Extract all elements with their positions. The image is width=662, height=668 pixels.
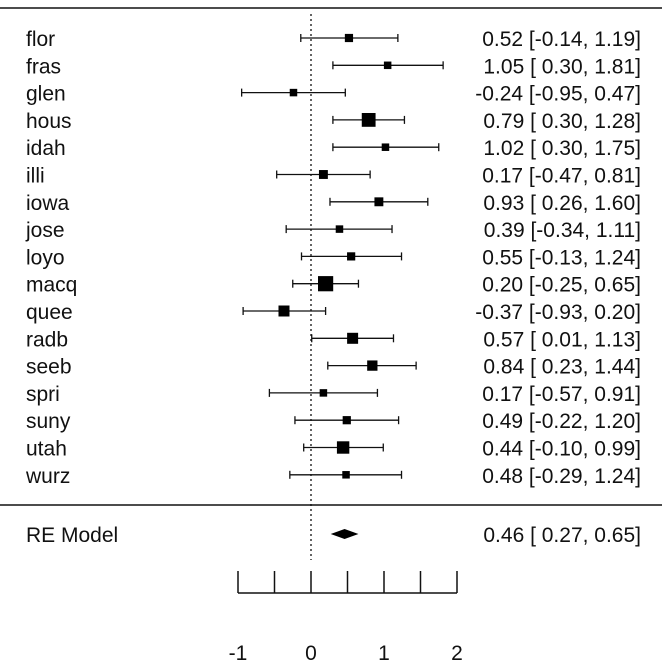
- study-row: quee -0.37 [-0.93, 0.20]: [26, 301, 641, 324]
- study-label: illi: [26, 165, 45, 188]
- point-estimate: [336, 441, 350, 454]
- study-row: suny 0.49 [-0.22, 1.20]: [26, 410, 641, 433]
- study-label: iowa: [26, 192, 70, 215]
- estimate-ci-text: 0.57 [ 0.01, 1.13]: [483, 328, 641, 351]
- study-row: illi 0.17 [-0.47, 0.81]: [26, 165, 641, 188]
- estimate-ci-text: -0.37 [-0.93, 0.20]: [475, 301, 641, 324]
- study-row: idah 1.02 [ 0.30, 1.75]: [26, 137, 641, 160]
- estimate-ci-text: 0.39 [-0.34, 1.11]: [484, 219, 641, 242]
- study-row: seeb 0.84 [ 0.23, 1.44]: [26, 356, 641, 379]
- estimate-ci-text: 0.79 [ 0.30, 1.28]: [483, 110, 641, 133]
- study-row: fras 1.05 [ 0.30, 1.81]: [26, 55, 641, 78]
- estimate-ci-text: 0.84 [ 0.23, 1.44]: [483, 356, 641, 379]
- estimate-ci-text: 0.44 [-0.10, 0.99]: [482, 438, 641, 461]
- study-row: macq 0.20 [-0.25, 0.65]: [26, 274, 641, 297]
- estimate-ci-text: 1.05 [ 0.30, 1.81]: [483, 55, 641, 78]
- study-label: fras: [26, 55, 61, 78]
- point-estimate: [319, 389, 328, 397]
- x-axis: -1 0 1 2: [229, 571, 463, 665]
- study-row: wurz 0.48 [-0.29, 1.24]: [25, 465, 641, 488]
- point-estimate: [278, 305, 290, 317]
- point-estimate: [383, 61, 392, 70]
- x-tick-label: 0: [305, 642, 317, 665]
- point-estimate: [347, 252, 356, 261]
- point-estimate: [381, 143, 390, 151]
- study-row: spri 0.17 [-0.57, 0.91]: [26, 383, 641, 406]
- estimate-ci-text: 0.17 [-0.57, 0.91]: [482, 383, 641, 406]
- summary-diamond: [330, 529, 359, 539]
- point-estimate: [318, 170, 328, 179]
- study-label: idah: [26, 137, 66, 160]
- study-label: glen: [26, 83, 66, 106]
- study-label: wurz: [25, 465, 70, 488]
- x-tick-label: -1: [229, 642, 248, 665]
- point-estimate: [318, 276, 334, 292]
- study-label: spri: [26, 383, 60, 406]
- point-estimate: [374, 197, 384, 207]
- study-label: macq: [26, 274, 77, 297]
- point-estimate: [335, 225, 344, 233]
- estimate-ci-text: 0.48 [-0.29, 1.24]: [482, 465, 641, 488]
- study-row: iowa 0.93 [ 0.26, 1.60]: [26, 192, 641, 215]
- point-estimate: [361, 113, 376, 127]
- estimate-ci-text: -0.24 [-0.95, 0.47]: [475, 83, 641, 106]
- estimate-ci-text: 0.20 [-0.25, 0.65]: [482, 274, 641, 297]
- study-row: jose 0.39 [-0.34, 1.11]: [25, 219, 641, 242]
- study-row: radb 0.57 [ 0.01, 1.13]: [26, 328, 641, 351]
- study-row: loyo 0.55 [-0.13, 1.24]: [26, 246, 641, 269]
- point-estimate: [342, 416, 351, 425]
- study-rows: flor 0.52 [-0.14, 1.19] fras 1.05 [ 0.30, 1…: [25, 28, 641, 488]
- estimate-ci-text: 0.93 [ 0.26, 1.60]: [483, 192, 641, 215]
- study-label: utah: [26, 438, 67, 461]
- summary-estimate-text: 0.46 [ 0.27, 0.65]: [483, 524, 641, 547]
- study-label: radb: [26, 328, 68, 351]
- estimate-ci-text: 0.17 [-0.47, 0.81]: [482, 165, 641, 188]
- estimate-ci-text: 1.02 [ 0.30, 1.75]: [483, 137, 641, 160]
- study-label: flor: [26, 28, 55, 51]
- point-estimate: [342, 471, 350, 479]
- study-row: utah 0.44 [-0.10, 0.99]: [26, 438, 641, 461]
- study-label: jose: [25, 219, 65, 242]
- estimate-ci-text: 0.52 [-0.14, 1.19]: [482, 28, 641, 51]
- x-tick-label: 2: [451, 642, 463, 665]
- study-label: suny: [26, 410, 71, 433]
- study-label: seeb: [26, 356, 72, 379]
- study-row: hous 0.79 [ 0.30, 1.28]: [26, 110, 641, 133]
- study-row: flor 0.52 [-0.14, 1.19]: [26, 28, 641, 51]
- point-estimate: [347, 332, 359, 344]
- x-tick-label: 1: [378, 642, 390, 665]
- point-estimate: [289, 88, 298, 97]
- point-estimate: [344, 33, 354, 43]
- point-estimate: [367, 360, 378, 371]
- study-row: glen -0.24 [-0.95, 0.47]: [26, 83, 641, 106]
- summary-row: RE Model 0.46 [ 0.27, 0.65]: [26, 524, 641, 547]
- summary-label: RE Model: [26, 524, 118, 547]
- estimate-ci-text: 0.55 [-0.13, 1.24]: [482, 246, 641, 269]
- study-label: hous: [26, 110, 72, 133]
- estimate-ci-text: 0.49 [-0.22, 1.20]: [482, 410, 641, 433]
- study-label: loyo: [26, 246, 65, 269]
- study-label: quee: [26, 301, 73, 324]
